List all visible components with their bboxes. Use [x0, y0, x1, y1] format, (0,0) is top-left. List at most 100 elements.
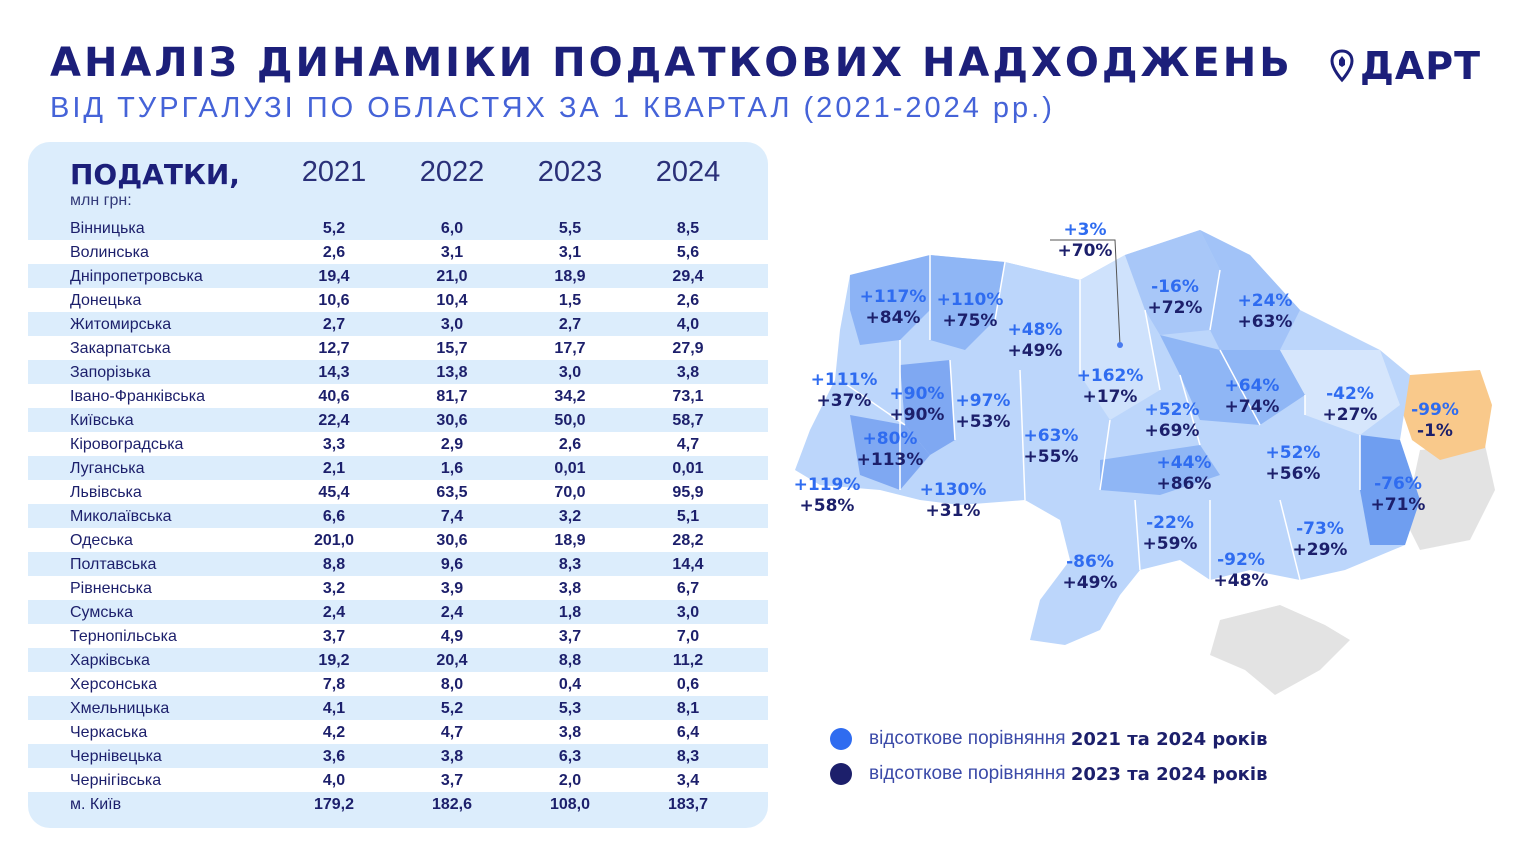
region-name: Чернівецька: [70, 748, 162, 765]
region-name: Полтавська: [70, 556, 157, 573]
tax-value: 9,6: [440, 556, 464, 573]
legend-item: відсоткове порівняння 2021 та 2024 років: [830, 728, 1267, 750]
change-2021-2024: +117%: [859, 287, 927, 307]
region-name: Харківська: [70, 652, 150, 669]
region-ivano-frankivsk: [850, 415, 930, 490]
tax-value: 0,01: [554, 460, 586, 477]
ukraine-map: +117% +84% +110% +75% +48% +49% +3% +70% -16% +72…: [780, 200, 1520, 710]
tax-value: 3,7: [322, 628, 346, 645]
tax-value: 179,2: [313, 796, 355, 813]
tax-value: 4,2: [322, 724, 346, 741]
tax-value: 8,8: [558, 652, 582, 669]
tax-value: 13,8: [436, 364, 468, 381]
map-label-cherkasy: +52% +69%: [1145, 400, 1200, 442]
change-2023-2024: -1%: [1417, 421, 1453, 441]
tax-value: 183,7: [667, 796, 709, 813]
tax-value: 50,0: [554, 412, 586, 429]
tax-value: 5,3: [558, 700, 582, 717]
year-header: 2022: [419, 156, 485, 188]
change-2021-2024: +63%: [1023, 426, 1079, 446]
tax-value: 6,3: [558, 748, 582, 765]
tax-value: 3,6: [322, 748, 346, 765]
tax-value: 1,8: [558, 604, 582, 621]
tax-value: 4,9: [440, 628, 464, 645]
change-2021-2024: +80%: [862, 429, 918, 449]
tax-value: 14,4: [672, 556, 704, 573]
tax-value: 0,4: [558, 676, 582, 693]
tax-value: 4,0: [322, 772, 346, 789]
tax-value: 108,0: [549, 796, 591, 813]
tax-value: 73,1: [672, 388, 704, 405]
year-header: 2021: [301, 156, 367, 188]
map-label-dnipro: +52% +56%: [1266, 443, 1321, 485]
tax-value: 19,2: [318, 652, 350, 669]
change-2021-2024: -16%: [1151, 277, 1199, 297]
tax-value: 29,4: [672, 268, 704, 285]
tax-value: 27,9: [672, 340, 704, 357]
map-label-donetsk: -76% +71%: [1371, 474, 1426, 516]
tax-value: 10,6: [318, 292, 350, 309]
table-row: Житомирська 2,7 3,0 2,7 4,0: [28, 312, 768, 336]
table-row: Харківська 19,2 20,4 8,8 11,2: [28, 648, 768, 672]
change-2021-2024: -22%: [1146, 513, 1194, 533]
tax-value: 81,7: [436, 388, 468, 405]
change-2021-2024: -99%: [1411, 400, 1459, 420]
map-label-kirovohrad: +44% +86%: [1157, 453, 1212, 495]
tax-value: 3,0: [676, 604, 700, 621]
change-2021-2024: +44%: [1156, 453, 1212, 473]
tax-value: 3,7: [440, 772, 464, 789]
change-2023-2024: +29%: [1292, 540, 1348, 560]
tax-value: 2,7: [558, 316, 582, 333]
change-2023-2024: +70%: [1057, 241, 1113, 261]
region-name: Миколаївська: [70, 508, 172, 525]
map-label-zakarpattia: +119% +58%: [794, 475, 861, 517]
tax-value: 7,8: [322, 676, 346, 693]
region-zhytomyr: [995, 262, 1080, 375]
legend-years: 2023 та 2024 років: [1070, 763, 1268, 785]
tax-value: 4,1: [322, 700, 346, 717]
tax-value: 18,9: [554, 532, 586, 549]
tax-value: 201,0: [313, 532, 355, 549]
tax-value: 3,8: [558, 580, 582, 597]
change-2023-2024: +113%: [856, 450, 924, 470]
legend-text: відсоткове порівняння: [869, 763, 1071, 784]
tax-value: 40,6: [318, 388, 350, 405]
tax-value: 8,5: [676, 220, 700, 237]
tax-value: 2,6: [676, 292, 700, 309]
change-2021-2024: +24%: [1237, 291, 1293, 311]
tax-value: 63,5: [436, 484, 468, 501]
region-name: Черкаська: [70, 724, 148, 741]
table-label: ПОДАТКИ,: [70, 158, 240, 191]
tax-value: 3,1: [558, 244, 582, 261]
tax-value: 12,7: [318, 340, 350, 357]
tax-value: 6,6: [322, 508, 346, 525]
change-2023-2024: +53%: [955, 412, 1011, 432]
tax-value: 14,3: [318, 364, 350, 381]
tax-value: 3,4: [676, 772, 700, 789]
table-row: м. Київ 179,2 182,6 108,0 183,7: [28, 792, 768, 828]
tax-table: ПОДАТКИ, млн грн: 2021 2022 2023 2024 Ві…: [28, 142, 768, 828]
region-sumy: [1200, 230, 1300, 350]
tax-value: 8,3: [558, 556, 582, 573]
change-2021-2024: +130%: [919, 480, 987, 500]
page-title: АНАЛІЗ ДИНАМІКИ ПОДАТКОВИХ НАДХОДЖЕНЬ: [50, 40, 1293, 86]
tax-value: 3,3: [322, 436, 346, 453]
legend-dot-icon: [830, 728, 852, 750]
region-name: Рівненська: [70, 580, 152, 597]
logo-text: ДАРТ: [1360, 44, 1482, 88]
tax-value: 8,8: [322, 556, 346, 573]
region-name: Запорізька: [70, 364, 151, 381]
change-2023-2024: +59%: [1142, 534, 1198, 554]
table-row: Чернігівська 4,0 3,7 2,0 3,4: [28, 768, 768, 792]
change-2021-2024: -92%: [1217, 550, 1265, 570]
change-2023-2024: +72%: [1147, 298, 1203, 318]
change-2021-2024: +111%: [810, 370, 878, 390]
tax-value: 18,9: [554, 268, 586, 285]
change-2023-2024: +49%: [1007, 341, 1063, 361]
tax-value: 3,8: [676, 364, 700, 381]
map-label-kyiv-oblast: +162% +17%: [1077, 366, 1144, 408]
map-label-chernihiv: -16% +72%: [1148, 277, 1203, 319]
change-2023-2024: +74%: [1224, 397, 1280, 417]
change-2021-2024: +90%: [889, 384, 945, 404]
region-name: Вінницька: [70, 220, 145, 237]
